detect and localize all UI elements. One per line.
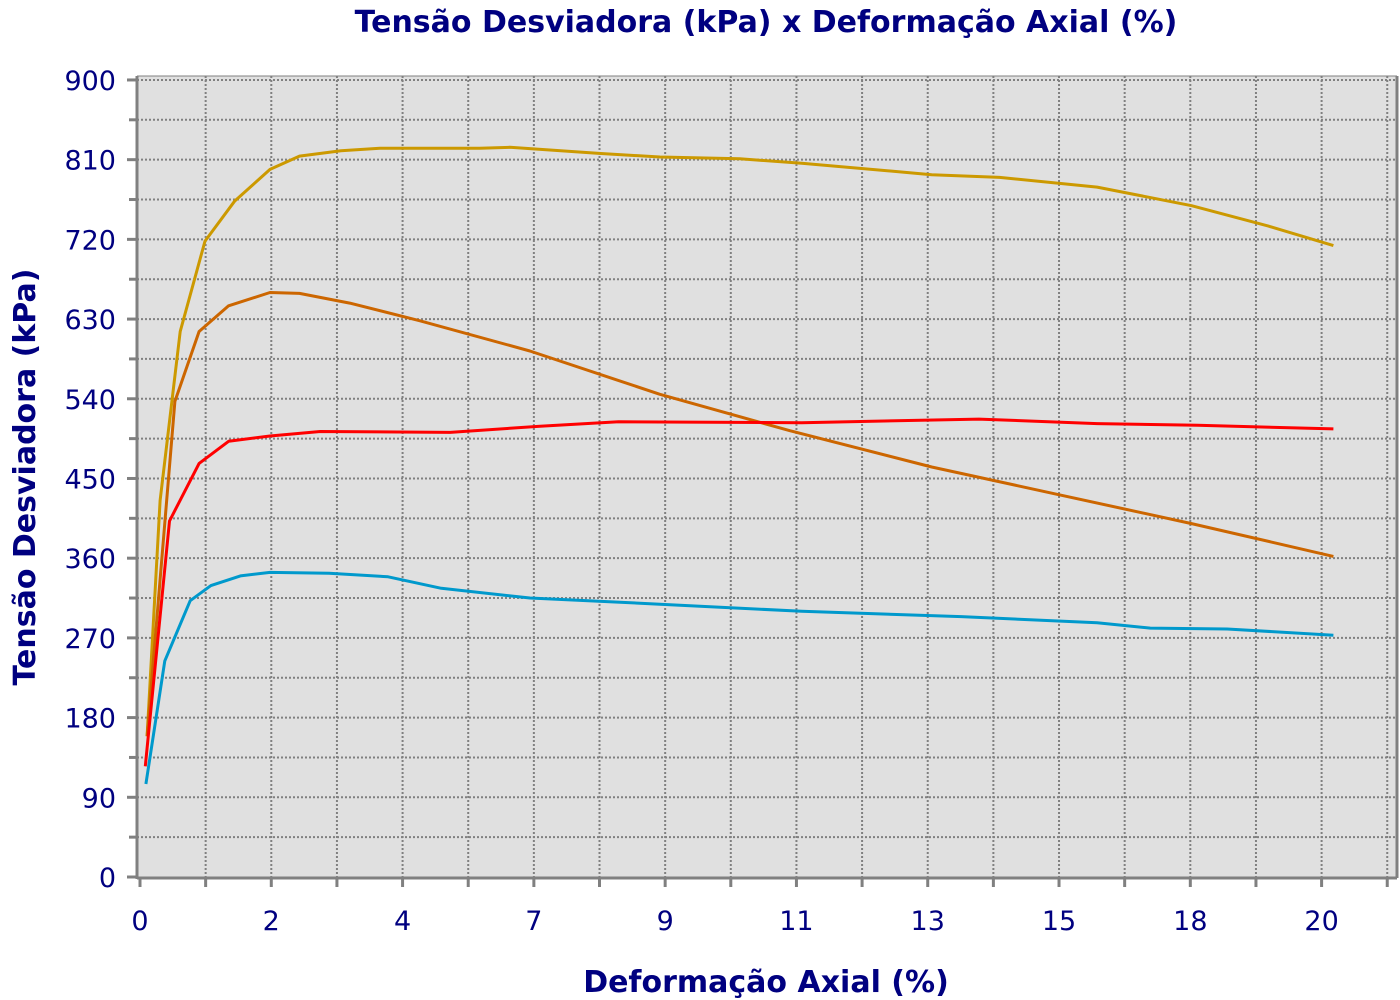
x-axis-title: Deformação Axial (%) (583, 965, 949, 1000)
x-tick-label: 11 (779, 906, 813, 937)
x-tick-label: 0 (131, 906, 148, 937)
x-tick-label: 15 (1042, 906, 1076, 937)
x-tick-label: 18 (1173, 906, 1207, 937)
x-tick-label: 2 (263, 906, 280, 937)
y-axis-title: Tensão Desviadora (kPa) (8, 269, 43, 686)
y-tick-label: 540 (64, 385, 116, 416)
x-tick-label: 7 (525, 906, 542, 937)
y-tick-label: 720 (64, 225, 116, 256)
y-tick-label: 360 (64, 544, 116, 575)
series-line-2 (145, 291, 1334, 737)
series-group (143, 145, 1334, 785)
series-line-1 (145, 145, 1334, 737)
x-tick-label: 4 (394, 906, 411, 937)
x-tick-label: 13 (911, 906, 945, 937)
y-tick-label: 270 (64, 624, 116, 655)
series-line-4 (144, 570, 1334, 785)
y-tick-label: 900 (64, 66, 116, 97)
plot-background (137, 76, 1397, 878)
ticks: 0 2 4 7 9 11 13 15 18 20 0 90 180 270 360 450 540 630 720 8… (64, 66, 1389, 937)
y-tick-label: 450 (64, 464, 116, 495)
y-tick-label: 810 (64, 146, 116, 177)
x-tick-label: 9 (657, 906, 674, 937)
y-tick-label: 630 (64, 305, 116, 336)
chart-title: Tensão Desviadora (kPa) x Deformação Axi… (355, 5, 1178, 40)
y-tick-label: 90 (82, 783, 116, 814)
x-tick-label: 20 (1304, 906, 1338, 937)
y-tick-label: 180 (64, 704, 116, 735)
grid (137, 76, 1397, 878)
series-line-3 (143, 417, 1334, 767)
y-tick-label: 0 (99, 863, 116, 894)
